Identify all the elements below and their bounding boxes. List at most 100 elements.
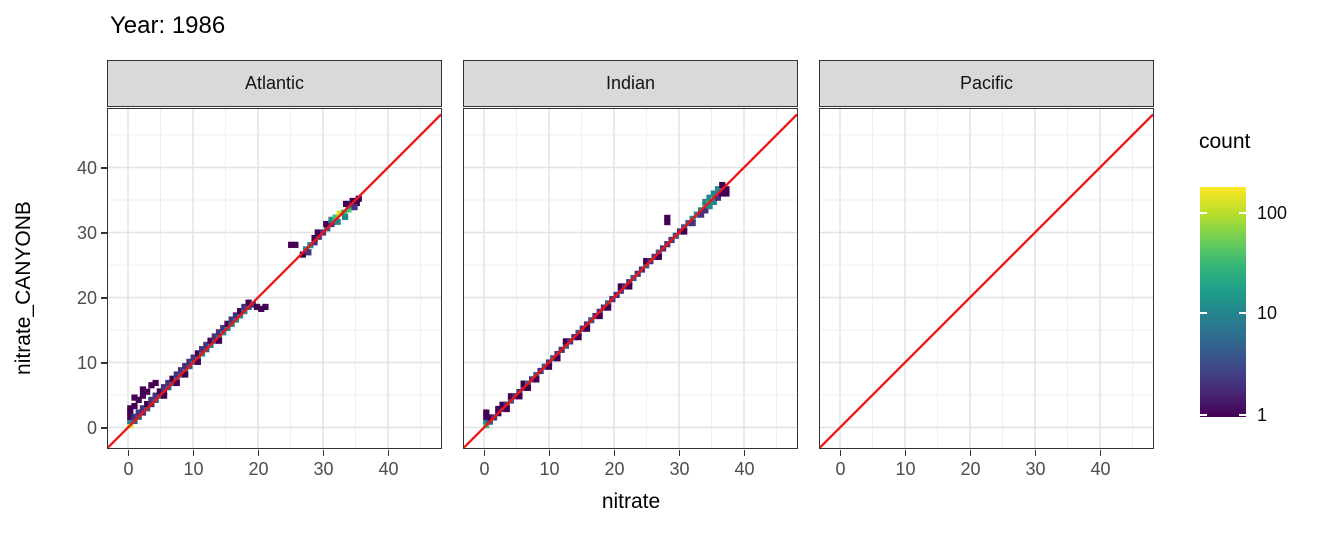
bin-tile <box>483 413 490 420</box>
bin-tile <box>719 181 726 189</box>
bin-tile <box>483 417 490 425</box>
bin-tile <box>199 346 206 353</box>
bin-tile <box>144 388 151 395</box>
y-tick-mark <box>101 427 107 429</box>
panel-canvas-indian <box>463 109 798 449</box>
colorbar-label: 100 <box>1257 203 1288 223</box>
x-tick-label: 10 <box>183 459 204 479</box>
bin-tile <box>258 305 265 312</box>
y-axis-title: nitrate_CANYONB <box>12 201 35 375</box>
facet-strip-label: Indian <box>605 73 656 93</box>
bin-tile <box>190 354 197 361</box>
bin-tile <box>314 229 321 236</box>
bin-tile <box>483 409 490 416</box>
bin-tile <box>127 413 134 420</box>
bin-tile <box>681 228 688 235</box>
y-tick-label: 10 <box>76 353 97 373</box>
bin-tile <box>237 308 244 315</box>
bin-tile <box>127 405 134 412</box>
x-tick-mark <box>192 450 195 456</box>
bin-tile <box>710 190 717 197</box>
bin-tile <box>135 409 142 416</box>
bin-tile <box>169 375 176 382</box>
x-tick-mark <box>387 450 390 456</box>
x-tick-label: 20 <box>248 459 269 479</box>
bin-tile <box>349 197 356 205</box>
bin-tile <box>135 396 142 403</box>
x-tick-label: 10 <box>539 459 560 479</box>
panel-atlantic <box>107 108 442 449</box>
facet-strip-label: Pacific <box>959 73 1013 93</box>
bin-tile <box>194 358 201 365</box>
bin-tile <box>148 396 155 403</box>
bin-tile <box>698 211 705 218</box>
bin-tile <box>710 198 717 206</box>
panel-pacific <box>819 108 1154 449</box>
bin-tile <box>516 393 523 400</box>
x-tick-mark <box>257 450 260 456</box>
bin-tile <box>583 325 591 332</box>
bin-tile <box>139 405 147 412</box>
bin-tile <box>177 367 185 374</box>
x-tick-label: 0 <box>479 459 490 479</box>
bin-tile <box>207 337 214 344</box>
bin-tile <box>186 358 193 365</box>
bin-tile <box>545 363 553 370</box>
bin-tile <box>626 283 633 290</box>
bin-tile <box>702 198 709 206</box>
bin-tile <box>507 393 515 400</box>
bin-tile <box>127 417 134 425</box>
bin-tile <box>503 405 510 413</box>
bin-tile <box>182 362 189 370</box>
bin-tile <box>719 190 726 197</box>
y-tick-mark <box>101 362 107 364</box>
bin-tile <box>311 234 318 242</box>
bin-tile <box>353 199 360 207</box>
bin-tile <box>689 219 696 227</box>
x-axis-title: nitrate <box>601 490 661 513</box>
bin-tile <box>723 186 730 193</box>
x-tick-label: 40 <box>378 459 399 479</box>
bin-tile <box>241 303 248 311</box>
x-tick-label: 0 <box>123 459 134 479</box>
bin-tile <box>562 338 569 345</box>
colorbar-tick <box>1200 312 1207 314</box>
x-tick-mark <box>1034 450 1037 456</box>
bin-tile <box>288 241 295 248</box>
colorbar-tick <box>1200 414 1207 416</box>
colorbar-tick <box>1239 312 1246 314</box>
identity-line <box>819 113 1154 449</box>
x-tick-mark <box>483 450 486 456</box>
x-tick-label: 30 <box>669 459 690 479</box>
bin-tile <box>345 206 352 213</box>
bin-tile <box>253 303 261 311</box>
bin-tile <box>499 401 506 408</box>
bin-tile <box>351 204 358 211</box>
bin-tile <box>139 386 147 393</box>
x-tick-mark <box>322 450 325 456</box>
x-tick-label: 20 <box>604 459 625 479</box>
bin-tile <box>148 382 155 389</box>
bin-tile <box>173 379 180 387</box>
x-tick-label: 0 <box>835 459 846 479</box>
bin-tile <box>495 405 502 413</box>
bin-tile <box>173 371 180 378</box>
bin-tile <box>165 379 172 387</box>
y-tick-mark <box>101 167 107 169</box>
bin-tile <box>605 304 612 311</box>
colorbar-label: 1 <box>1257 405 1268 425</box>
bin-tile <box>127 409 134 416</box>
bin-tile <box>617 283 624 290</box>
bin-tile <box>305 249 312 256</box>
x-tick-mark <box>548 450 551 456</box>
bin-tile <box>702 207 709 214</box>
x-tick-mark <box>127 450 130 456</box>
bin-tile <box>334 218 341 225</box>
bin-tile <box>194 350 201 357</box>
bin-tile <box>215 329 223 336</box>
x-tick-label: 40 <box>1090 459 1111 479</box>
bin-tile <box>160 384 168 391</box>
bin-tile <box>245 299 252 306</box>
bin-tile <box>332 214 339 221</box>
